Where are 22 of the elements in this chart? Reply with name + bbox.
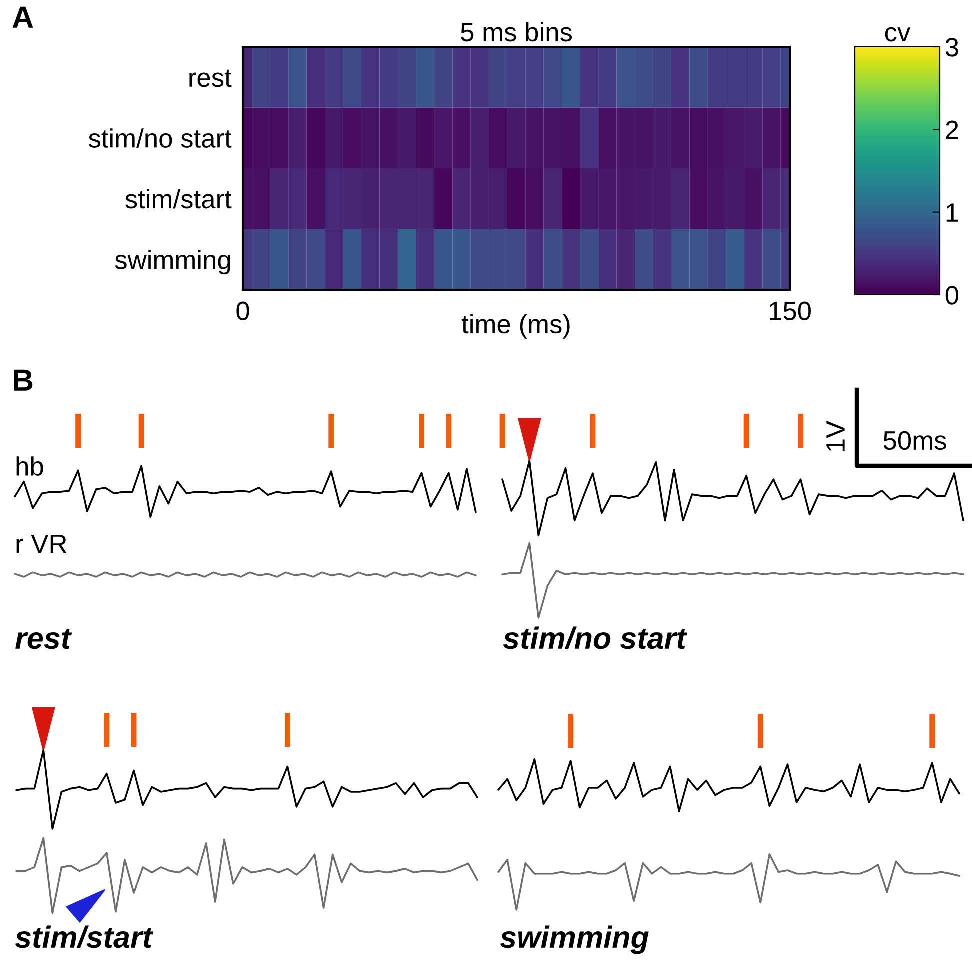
text: B [14, 370, 33, 391]
y-tick-label: stim/no start [88, 128, 232, 148]
series-label: r VR [16, 534, 67, 554]
text: 1V [826, 420, 845, 452]
color-bar-title: cv [885, 27, 911, 42]
y-tick-label: swimming [115, 250, 230, 275]
series-label: hb [16, 456, 44, 476]
x-tick-label: 150 [770, 302, 811, 320]
y-tick-label: rest [190, 70, 232, 88]
text: swimming [500, 926, 649, 954]
color-bar-label: 2 [946, 120, 958, 140]
text: rest [16, 628, 72, 650]
color-bar-label: 0 [946, 286, 959, 305]
color-bar-label: 1 [946, 204, 958, 222]
y-tick-label: stim/start [126, 189, 232, 209]
text: 50ms [884, 431, 946, 450]
text: stim/start [15, 926, 154, 949]
color-bar-label: 3 [946, 38, 958, 57]
text: stim/no start [503, 626, 688, 650]
x-axis-title: time (ms) [462, 314, 570, 339]
text: A [12, 6, 34, 28]
chart-title: 5 ms bins [461, 22, 572, 42]
